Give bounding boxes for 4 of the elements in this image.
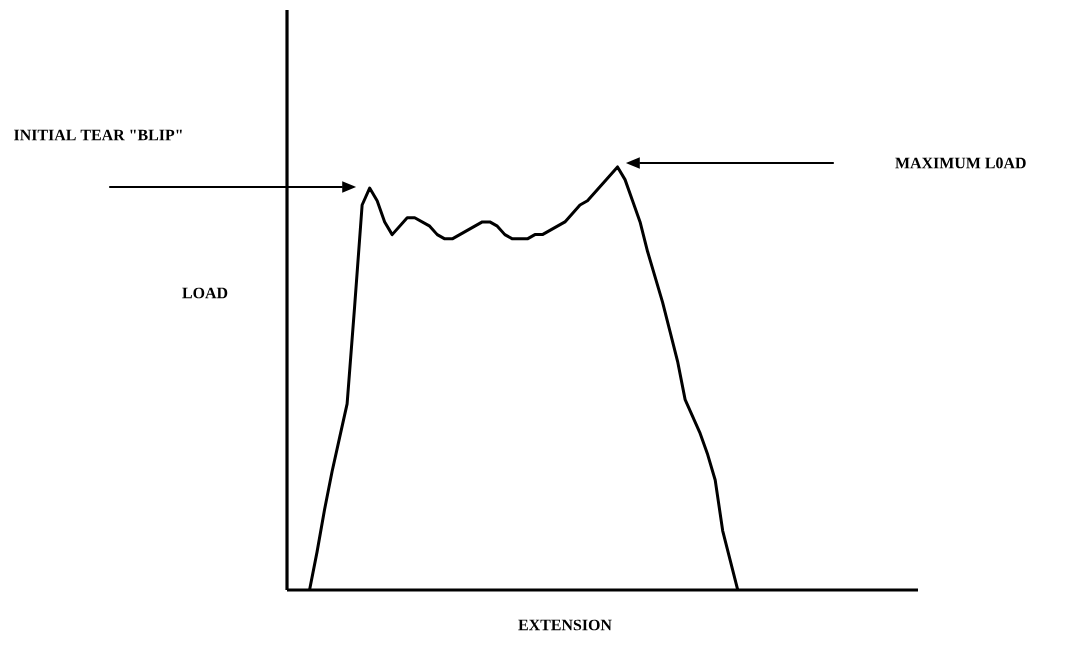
text: INITIAL TEAR "BLIP" <box>14 129 182 141</box>
x-axis-title: EXTENSION <box>518 619 612 631</box>
y-axis-title: LOAD <box>182 287 228 299</box>
annotation: MAXIMUM L0AD <box>895 157 1026 169</box>
